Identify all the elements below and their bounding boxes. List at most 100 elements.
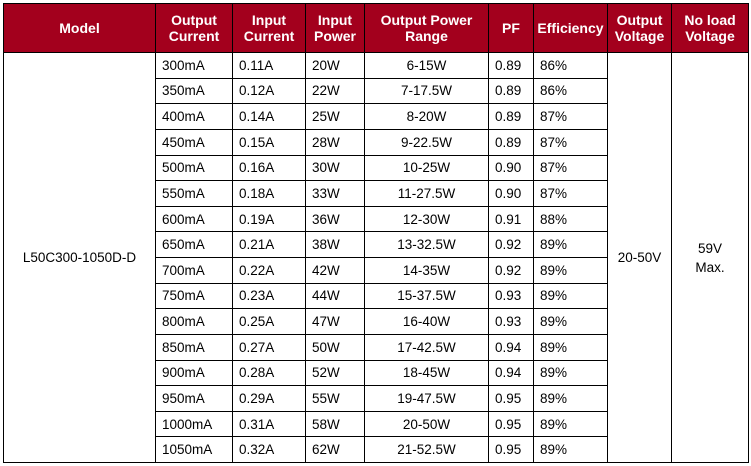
input-power-cell: 44W: [305, 282, 365, 310]
output-current-cell: 450mA: [155, 128, 233, 156]
table-row: 700mA 0.22A 42W 14-35W 0.92 89%: [4, 257, 749, 284]
pf-cell: 0.95: [488, 410, 534, 438]
output-current-cell: 1000mA: [155, 410, 233, 438]
output-current-cell: 700mA: [155, 257, 233, 284]
output-current-cell: 1050mA: [155, 436, 233, 463]
efficiency-cell: 87%: [533, 180, 608, 207]
input-current-cell: 0.16A: [232, 154, 306, 182]
efficiency-cell: 89%: [533, 308, 608, 335]
table-row: 750mA 0.23A 44W 15-37.5W 0.93 89%: [4, 282, 749, 310]
pf-cell: 0.89: [488, 103, 534, 130]
output-current-cell: 500mA: [155, 154, 233, 182]
output-power-range-cell: 11-27.5W: [364, 180, 489, 207]
efficiency-cell: 89%: [533, 410, 608, 438]
pf-cell: 0.94: [488, 333, 534, 361]
pf-cell: 0.90: [488, 180, 534, 207]
input-power-cell: 38W: [305, 231, 365, 258]
efficiency-cell: 86%: [533, 52, 608, 79]
output-current-cell: 900mA: [155, 359, 233, 387]
pf-cell: 0.90: [488, 154, 534, 182]
output-current-cell: 650mA: [155, 231, 233, 258]
output-current-cell: 350mA: [155, 77, 233, 105]
efficiency-cell: 89%: [533, 282, 608, 310]
table-row: 1050mA 0.32A 62W 21-52.5W 0.95 89%: [4, 436, 749, 463]
input-power-cell: 58W: [305, 410, 365, 438]
input-current-cell: 0.18A: [232, 180, 306, 207]
input-current-cell: 0.21A: [232, 231, 306, 258]
input-current-cell: 0.23A: [232, 282, 306, 310]
output-current-cell: 800mA: [155, 308, 233, 335]
output-voltage-cell: 20-50V: [607, 52, 672, 463]
input-current-cell: 0.15A: [232, 128, 306, 156]
efficiency-cell: 86%: [533, 77, 608, 105]
output-current-cell: 600mA: [155, 205, 233, 233]
efficiency-cell: 87%: [533, 128, 608, 156]
pf-cell: 0.95: [488, 436, 534, 463]
spec-table: Model Output Current Input Current Input Po…: [3, 3, 749, 463]
efficiency-cell: 89%: [533, 333, 608, 361]
output-power-range-cell: 19-47.5W: [364, 385, 489, 412]
pf-cell: 0.91: [488, 205, 534, 233]
output-power-range-cell: 14-35W: [364, 257, 489, 284]
header-efficiency: Efficiency: [533, 3, 608, 53]
table-row: 400mA 0.14A 25W 8-20W 0.89 87%: [4, 103, 749, 130]
no-load-voltage-cell: 59V Max.: [671, 52, 749, 463]
output-current-cell: 300mA: [155, 52, 233, 79]
input-power-cell: 52W: [305, 359, 365, 387]
table-row: 500mA 0.16A 30W 10-25W 0.90 87%: [4, 154, 749, 182]
input-power-cell: 42W: [305, 257, 365, 284]
output-power-range-cell: 16-40W: [364, 308, 489, 335]
input-power-cell: 22W: [305, 77, 365, 105]
input-current-cell: 0.29A: [232, 385, 306, 412]
pf-cell: 0.89: [488, 128, 534, 156]
input-power-cell: 20W: [305, 52, 365, 79]
table-row: L50C300-1050D-D 300mA 0.11A 20W 6-15W 0.89 86%…: [3, 52, 749, 463]
efficiency-cell: 87%: [533, 103, 608, 130]
output-current-cell: 950mA: [155, 385, 233, 412]
output-power-range-cell: 13-32.5W: [364, 231, 489, 258]
header-input-power: Input Power: [305, 3, 365, 53]
output-power-range-cell: 18-45W: [364, 359, 489, 387]
header-model: Model: [3, 3, 156, 53]
header-output-power-range: Output Power Range: [364, 3, 489, 53]
efficiency-cell: 89%: [533, 359, 608, 387]
pf-cell: 0.89: [488, 77, 534, 105]
table-row: 550mA 0.18A 33W 11-27.5W 0.90 87%: [4, 180, 749, 207]
table-row: 950mA 0.29A 55W 19-47.5W 0.95 89%: [4, 385, 749, 412]
table-row: 1000mA 0.31A 58W 20-50W 0.95 89%: [4, 410, 749, 438]
input-power-cell: 28W: [305, 128, 365, 156]
efficiency-cell: 88%: [533, 205, 608, 233]
output-current-cell: 400mA: [155, 103, 233, 130]
output-power-range-cell: 20-50W: [364, 410, 489, 438]
output-power-range-cell: 7-17.5W: [364, 77, 489, 105]
output-power-range-cell: 15-37.5W: [364, 282, 489, 310]
header-input-current: Input Current: [232, 3, 306, 53]
output-power-range-cell: 6-15W: [364, 52, 489, 79]
table-row: 350mA 0.12A 22W 7-17.5W 0.89 86%: [4, 77, 749, 105]
output-power-range-cell: 8-20W: [364, 103, 489, 130]
output-power-range-cell: 17-42.5W: [364, 333, 489, 361]
input-power-cell: 47W: [305, 308, 365, 335]
header-no-load-voltage: No load Voltage: [671, 3, 749, 53]
input-power-cell: 62W: [305, 436, 365, 463]
table-row: 450mA 0.15A 28W 9-22.5W 0.89 87%: [4, 128, 749, 156]
input-current-cell: 0.12A: [232, 77, 306, 105]
header-pf: PF: [488, 3, 534, 53]
pf-cell: 0.92: [488, 231, 534, 258]
input-current-cell: 0.27A: [232, 333, 306, 361]
output-current-cell: 750mA: [155, 282, 233, 310]
input-power-cell: 33W: [305, 180, 365, 207]
output-current-cell: 850mA: [155, 333, 233, 361]
input-current-cell: 0.14A: [232, 103, 306, 130]
output-power-range-cell: 10-25W: [364, 154, 489, 182]
input-power-cell: 55W: [305, 385, 365, 412]
output-power-range-cell: 9-22.5W: [364, 128, 489, 156]
pf-cell: 0.93: [488, 282, 534, 310]
input-current-cell: 0.11A: [232, 52, 306, 79]
input-current-cell: 0.32A: [232, 436, 306, 463]
no-load-voltage-value: 59V: [697, 240, 723, 256]
pf-cell: 0.93: [488, 308, 534, 335]
efficiency-cell: 89%: [533, 231, 608, 258]
pf-cell: 0.95: [488, 385, 534, 412]
input-power-cell: 50W: [305, 333, 365, 361]
